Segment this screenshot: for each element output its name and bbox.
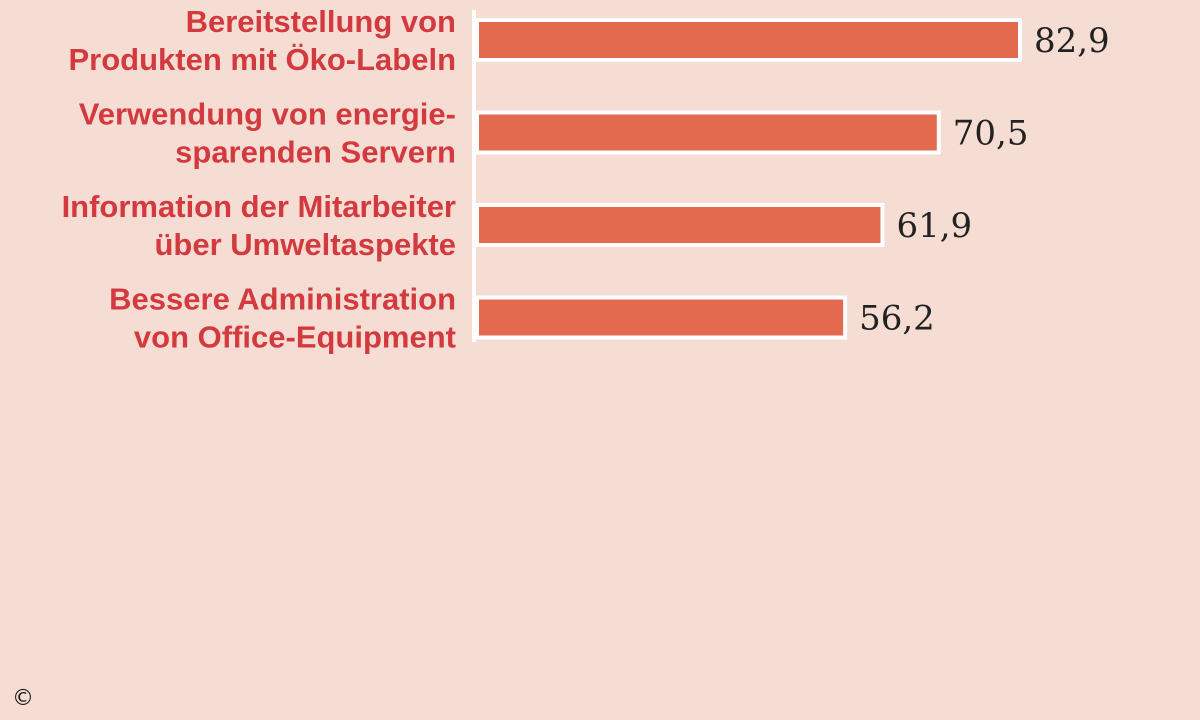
bar-1 <box>475 18 1022 62</box>
bar-3 <box>475 203 885 247</box>
category-label-1-line-1: Bereitstellung von <box>186 4 456 39</box>
bar-2 <box>475 110 941 155</box>
value-label-2: 70,5 <box>953 114 1029 154</box>
category-label-1-line-2: Produkten mit Öko-Labeln <box>68 42 456 77</box>
category-label-3-line-2: über Umweltaspekte <box>155 227 457 262</box>
category-label-2-line-1: Verwendung von energie- <box>79 97 456 132</box>
copyright-icon: © <box>12 686 34 711</box>
value-label-3: 61,9 <box>896 206 972 246</box>
value-label-1: 82,9 <box>1034 21 1110 61</box>
value-label-4: 56,2 <box>859 299 935 339</box>
category-label-3-line-1: Information der Mitarbeiter <box>62 189 456 224</box>
category-label-4-line-2: von Office-Equipment <box>134 320 456 355</box>
category-label-4-line-1: Bessere Administration <box>109 282 456 317</box>
bar-4 <box>475 295 848 340</box>
category-label-2-line-2: sparenden Servern <box>175 135 456 170</box>
